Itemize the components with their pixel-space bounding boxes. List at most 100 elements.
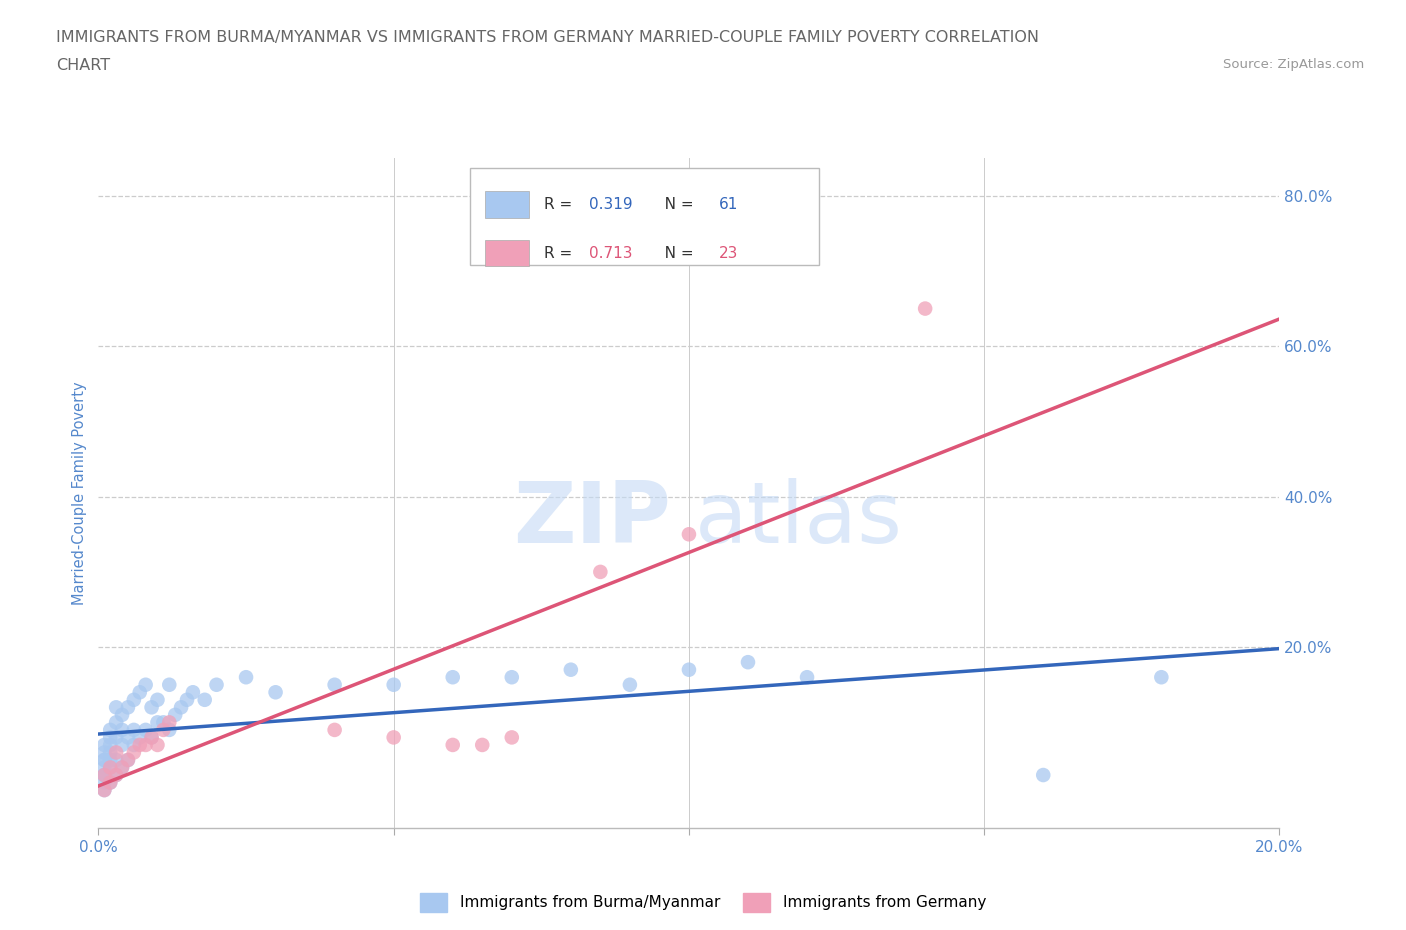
Point <box>111 737 134 752</box>
Point <box>194 692 217 707</box>
Point <box>93 737 115 752</box>
Point <box>235 670 257 684</box>
Point <box>98 730 121 745</box>
Point <box>98 752 121 767</box>
Point <box>122 723 145 737</box>
Point <box>128 737 150 752</box>
Text: 23: 23 <box>718 246 738 260</box>
Point <box>146 692 169 707</box>
Text: 61: 61 <box>718 197 738 212</box>
Text: 0.319: 0.319 <box>589 197 633 212</box>
Text: R =: R = <box>544 197 576 212</box>
Point <box>157 715 180 730</box>
Point <box>93 767 115 782</box>
Text: CHART: CHART <box>56 58 110 73</box>
Point <box>441 670 464 684</box>
Point <box>111 760 134 775</box>
Point <box>111 723 134 737</box>
Point <box>205 677 228 692</box>
Point <box>98 745 121 760</box>
Point <box>98 760 121 775</box>
Point <box>1032 767 1054 782</box>
Point <box>105 745 128 760</box>
Point <box>105 715 128 730</box>
Point <box>93 752 115 767</box>
Point <box>93 745 115 760</box>
Text: N =: N = <box>650 246 699 260</box>
Point <box>135 737 157 752</box>
Point <box>111 708 134 723</box>
FancyBboxPatch shape <box>485 192 530 218</box>
Point <box>128 730 150 745</box>
Point <box>141 730 163 745</box>
FancyBboxPatch shape <box>471 168 818 265</box>
Point <box>93 775 115 790</box>
Point <box>914 301 936 316</box>
Point <box>1150 670 1173 684</box>
Point <box>105 767 128 782</box>
Point <box>98 723 121 737</box>
Point <box>441 737 464 752</box>
Point <box>111 760 134 775</box>
Point <box>796 670 818 684</box>
Text: R =: R = <box>544 246 576 260</box>
Point <box>264 684 287 699</box>
Point <box>117 700 139 715</box>
Point <box>146 715 169 730</box>
Point <box>501 730 523 745</box>
Point <box>471 737 494 752</box>
Point <box>181 684 204 699</box>
Point <box>122 745 145 760</box>
Y-axis label: Married-Couple Family Poverty: Married-Couple Family Poverty <box>72 381 87 604</box>
Point <box>93 752 115 767</box>
Point <box>93 783 115 798</box>
Point <box>122 692 145 707</box>
Point <box>382 677 405 692</box>
Text: 0.713: 0.713 <box>589 246 633 260</box>
Point <box>176 692 198 707</box>
Point <box>105 700 128 715</box>
Point <box>117 752 139 767</box>
Point <box>157 677 180 692</box>
Point <box>105 767 128 782</box>
Point <box>93 783 115 798</box>
Point <box>560 662 582 677</box>
Point <box>122 737 145 752</box>
Point <box>152 715 174 730</box>
Point <box>323 723 346 737</box>
Point <box>152 723 174 737</box>
Text: N =: N = <box>650 197 699 212</box>
Point <box>105 730 128 745</box>
Point <box>105 752 128 767</box>
Point <box>93 760 115 775</box>
Point <box>128 684 150 699</box>
Point <box>117 752 139 767</box>
Point <box>737 655 759 670</box>
Point <box>98 760 121 775</box>
Point <box>135 723 157 737</box>
Point <box>146 737 169 752</box>
Point <box>117 730 139 745</box>
Point <box>98 737 121 752</box>
Point <box>170 700 193 715</box>
Point <box>501 670 523 684</box>
Point <box>98 775 121 790</box>
Text: atlas: atlas <box>695 478 903 561</box>
Point <box>98 775 121 790</box>
Point <box>678 526 700 541</box>
Point <box>141 700 163 715</box>
Text: Source: ZipAtlas.com: Source: ZipAtlas.com <box>1223 58 1364 71</box>
Point <box>323 677 346 692</box>
Point <box>157 723 180 737</box>
Point <box>678 662 700 677</box>
Point <box>141 730 163 745</box>
Point <box>93 767 115 782</box>
Text: ZIP: ZIP <box>513 478 671 561</box>
Point <box>619 677 641 692</box>
Point <box>165 708 187 723</box>
Text: IMMIGRANTS FROM BURMA/MYANMAR VS IMMIGRANTS FROM GERMANY MARRIED-COUPLE FAMILY P: IMMIGRANTS FROM BURMA/MYANMAR VS IMMIGRA… <box>56 30 1039 45</box>
Legend: Immigrants from Burma/Myanmar, Immigrants from Germany: Immigrants from Burma/Myanmar, Immigrant… <box>413 887 993 918</box>
Point <box>135 677 157 692</box>
FancyBboxPatch shape <box>485 240 530 267</box>
Point <box>93 767 115 782</box>
